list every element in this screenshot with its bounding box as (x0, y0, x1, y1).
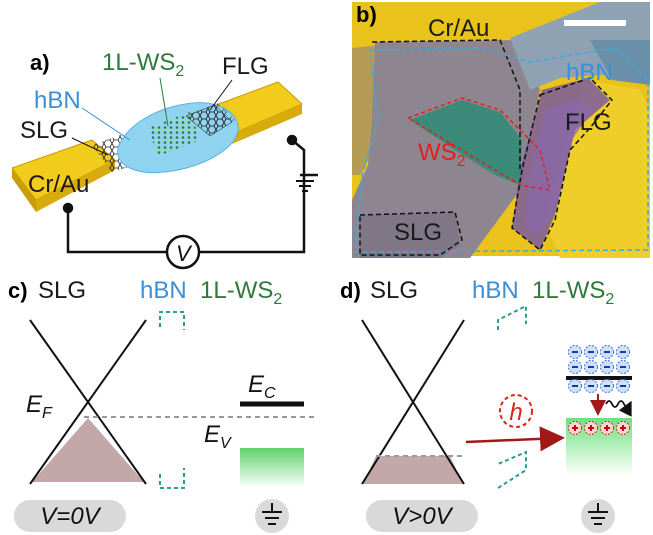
voltmeter-icon: V (165, 234, 201, 270)
panel-b-tag: b) (356, 2, 377, 27)
panel-c-tag: c) (8, 278, 28, 303)
label-b-ws2: WS2 (418, 139, 466, 170)
label-c-ws2: 1L-WS2 (200, 277, 282, 308)
label-c-hbn: hBN (140, 277, 187, 304)
label-d-slg: SLG (370, 277, 418, 304)
label-ec: EC (248, 371, 276, 402)
panel-a: a) (11, 49, 318, 270)
photon-wave-icon (605, 400, 632, 417)
filled-states-d (363, 456, 463, 484)
label-b-hbn: hBN (566, 59, 613, 86)
label-a-hbn: hBN (34, 87, 81, 114)
cone-line-2 (29, 319, 147, 485)
label-c-slg: SLG (38, 277, 86, 304)
left-electrode (11, 139, 116, 212)
bias-d: V>0V (392, 503, 453, 530)
ground-icon (581, 499, 615, 533)
filled-states (32, 418, 144, 482)
tunneling-arrow (465, 426, 565, 452)
panel-a-tag: a) (30, 50, 50, 75)
circuit (62, 134, 318, 254)
label-a-slg: SLG (20, 117, 68, 144)
label-b-slg: SLG (394, 219, 442, 246)
panel-d-tag: d) (340, 278, 361, 303)
hole-charges (568, 421, 630, 435)
hbn-barrier-bottom (159, 468, 185, 489)
hbn-barrier-d-top (497, 304, 527, 330)
electron-icon (568, 345, 630, 393)
label-d-hbn: hBN (472, 277, 519, 304)
label-a-flg: FLG (222, 53, 269, 80)
bias-pill-c (14, 500, 126, 532)
label-ef: EF (26, 391, 53, 422)
bias-pill-d (366, 500, 478, 532)
panel-b: b) Cr/Au hBN FLG WS2 SLG (352, 2, 650, 258)
label-a-ws2: 1L-WS2 (102, 49, 184, 80)
label-ev: EV (204, 421, 232, 452)
panel-c: c) SLG hBN 1L-WS2 EF EC EV V=0V (8, 277, 315, 533)
hole-label: h (509, 399, 522, 426)
label-b-flg: FLG (565, 109, 612, 136)
valence-band (240, 448, 304, 488)
panel-d: d) SLG hBN 1L-WS2 h (340, 277, 632, 533)
bias-c: V=0V (40, 503, 101, 530)
scale-bar (564, 20, 626, 26)
label-b-crau: Cr/Au (428, 15, 489, 42)
hbn-barrier-d-bottom (497, 450, 527, 489)
label-a-crau: Cr/Au (28, 171, 89, 198)
hole-icon: h (499, 394, 533, 428)
hbn-barrier-top (159, 311, 185, 330)
ground-icon (296, 180, 314, 192)
ground-icon (255, 499, 289, 533)
label-d-ws2: 1L-WS2 (532, 277, 614, 308)
voltmeter-label: V (176, 241, 193, 266)
ws2-lattice (148, 112, 200, 156)
